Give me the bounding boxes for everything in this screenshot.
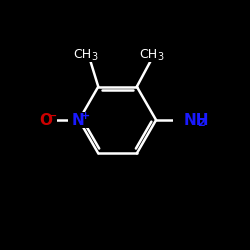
FancyBboxPatch shape [174,112,203,128]
Text: N: N [72,112,84,128]
FancyBboxPatch shape [36,112,57,128]
Text: 3: 3 [157,52,164,62]
Text: +: + [80,110,90,120]
Text: −: − [48,110,57,120]
FancyBboxPatch shape [140,46,168,62]
Text: 3: 3 [92,52,98,62]
Text: 2: 2 [197,118,205,128]
Text: NH: NH [184,112,209,128]
FancyBboxPatch shape [75,46,102,62]
FancyBboxPatch shape [68,112,89,128]
Text: CH: CH [73,48,91,61]
Text: O: O [39,112,52,128]
Text: CH: CH [139,48,157,61]
